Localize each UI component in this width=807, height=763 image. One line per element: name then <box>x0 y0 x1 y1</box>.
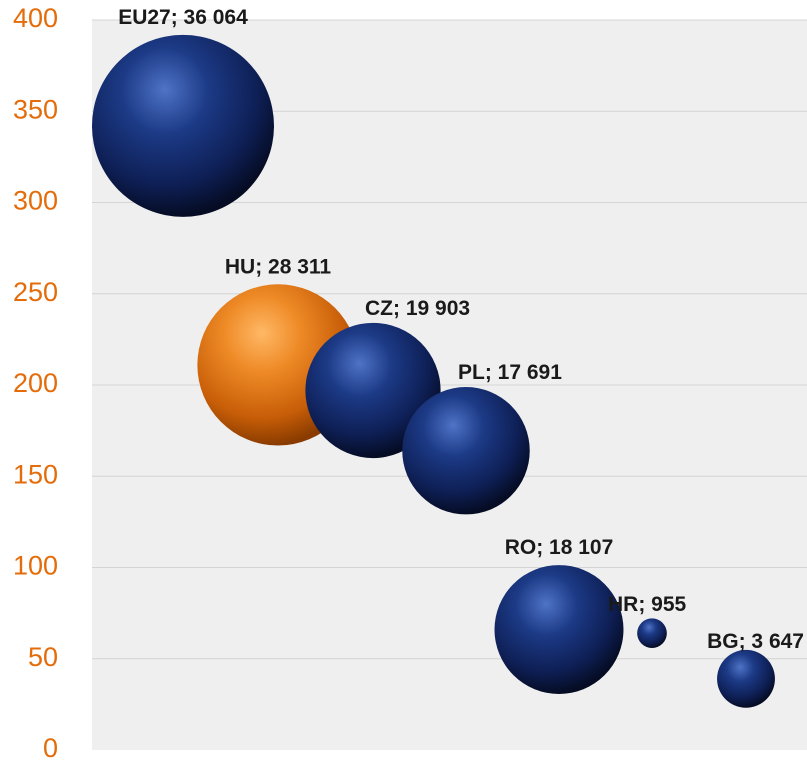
y-tick-label: 300 <box>13 186 58 216</box>
data-label-pl: PL; 17 691 <box>458 361 562 384</box>
y-axis-ticks: 0 50 100 150 200 250 300 350 400 <box>13 3 58 763</box>
bubble-ro <box>494 565 624 695</box>
bubbles <box>92 34 775 708</box>
y-tick-label: 400 <box>13 3 58 33</box>
bubble-cz <box>305 322 441 459</box>
y-tick-label: 50 <box>28 642 58 672</box>
y-tick-label: 0 <box>43 733 58 763</box>
bubble-hr <box>637 618 667 649</box>
data-labels: EU27; 36 064 HU; 28 311 CZ; 19 903 PL; 17 6… <box>118 6 804 653</box>
y-tick-label: 100 <box>13 551 58 581</box>
data-label-hu: HU; 28 311 <box>225 255 332 278</box>
y-tick-label: 250 <box>13 277 58 307</box>
data-label-eu27: EU27; 36 064 <box>118 6 248 29</box>
data-label-cz: CZ; 19 903 <box>365 297 470 320</box>
data-label-bg: BG; 3 647 <box>707 630 804 653</box>
bubble-eu27 <box>92 34 274 217</box>
y-tick-label: 350 <box>13 94 58 124</box>
data-label-ro: RO; 18 107 <box>505 536 614 559</box>
bubble-pl <box>402 386 530 515</box>
y-tick-label: 200 <box>13 368 58 398</box>
data-label-hr: HR; 955 <box>608 593 687 616</box>
y-tick-label: 150 <box>13 459 58 489</box>
bubble-bg <box>717 649 775 708</box>
